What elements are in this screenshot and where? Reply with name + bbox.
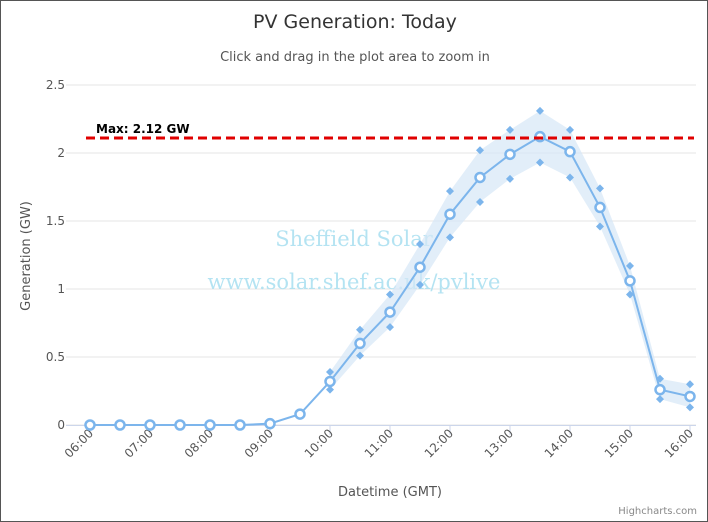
watermark-line-2: www.solar.shef.ac.uk/pvlive [208, 270, 501, 294]
range-lower-marker [596, 222, 604, 231]
x-tick-label: 13:00 [482, 426, 516, 460]
data-point[interactable] [684, 390, 696, 403]
range-lower-marker [416, 280, 424, 289]
range-lower-marker [566, 173, 574, 182]
range-upper-marker [326, 367, 334, 376]
confidence-range-area [330, 110, 690, 408]
y-tick-label: 2.5 [46, 78, 65, 92]
range-lower-marker [686, 403, 694, 412]
data-point[interactable] [114, 419, 126, 431]
range-upper-marker [506, 125, 514, 134]
range-lower-marker [386, 323, 394, 332]
data-point[interactable] [444, 208, 456, 220]
range-upper-marker [416, 240, 424, 249]
data-point[interactable] [84, 419, 96, 431]
data-point[interactable] [624, 275, 636, 287]
data-point[interactable] [504, 148, 516, 161]
y-tick-label: 2 [57, 146, 65, 160]
data-point[interactable] [204, 419, 216, 431]
data-point[interactable] [384, 306, 396, 318]
data-point[interactable] [174, 419, 186, 431]
chart-title: PV Generation: Today [253, 11, 457, 33]
x-tick-label: 15:00 [602, 426, 636, 460]
y-tick-label: 0 [57, 418, 65, 432]
data-point[interactable] [234, 419, 246, 431]
data-point[interactable] [324, 375, 336, 388]
range-lower-marker [476, 197, 484, 206]
range-lower-marker [356, 351, 364, 360]
y-tick-label: 0.5 [46, 350, 65, 364]
range-upper-marker [386, 290, 394, 299]
x-tick-label: 16:00 [662, 426, 696, 460]
x-tick-label: 10:00 [302, 426, 336, 460]
x-tick-label: 11:00 [362, 426, 396, 460]
range-markers [326, 106, 694, 412]
x-tick-label: 08:00 [182, 426, 216, 460]
range-lower-marker [326, 385, 334, 394]
y-axis-ticks: 0 0.5 1 1.5 2 2.5 [46, 78, 65, 432]
y-tick-label: 1 [57, 282, 65, 296]
data-point[interactable] [654, 383, 666, 396]
range-upper-marker [356, 325, 364, 334]
data-point[interactable] [354, 337, 366, 350]
range-lower-marker [446, 233, 454, 242]
range-upper-marker [446, 187, 454, 196]
data-point[interactable] [594, 201, 606, 214]
data-point[interactable] [294, 408, 306, 420]
grid-lines [66, 84, 696, 426]
data-point[interactable] [474, 171, 486, 184]
range-upper-marker [476, 146, 484, 155]
credits-link[interactable]: Highcharts.com [618, 506, 697, 517]
range-upper-marker [656, 374, 664, 383]
data-point[interactable] [414, 261, 426, 273]
range-upper-marker [686, 380, 694, 389]
x-axis-title: Datetime (GMT) [338, 485, 442, 500]
x-tick-label: 09:00 [242, 426, 276, 460]
chart-subtitle: Click and drag in the plot area to zoom … [220, 50, 490, 65]
watermark-line-1: Sheffield Solar [275, 227, 434, 251]
range-upper-marker [566, 125, 574, 134]
x-axis-ticks: 06:00 07:00 08:00 09:00 10:00 11:00 12:00 13:00… [62, 425, 696, 461]
range-upper-marker [626, 261, 634, 270]
y-tick-label: 1.5 [46, 214, 65, 228]
range-upper-marker [596, 184, 604, 193]
x-tick-label: 07:00 [122, 426, 156, 460]
max-plot-line-label: Max: 2.12 GW [96, 122, 190, 136]
y-axis-title: Generation (GW) [19, 201, 34, 311]
range-lower-marker [656, 395, 664, 404]
series-points[interactable] [84, 130, 696, 431]
data-point[interactable] [564, 145, 576, 158]
x-tick-label: 06:00 [62, 426, 96, 460]
data-point[interactable] [264, 417, 276, 430]
range-lower-marker [626, 290, 634, 299]
x-tick-label: 14:00 [542, 426, 576, 460]
x-tick-label: 12:00 [422, 426, 456, 460]
range-lower-marker [506, 174, 514, 183]
range-lower-marker [536, 158, 544, 167]
data-point[interactable] [144, 419, 156, 431]
range-upper-marker [536, 106, 544, 115]
